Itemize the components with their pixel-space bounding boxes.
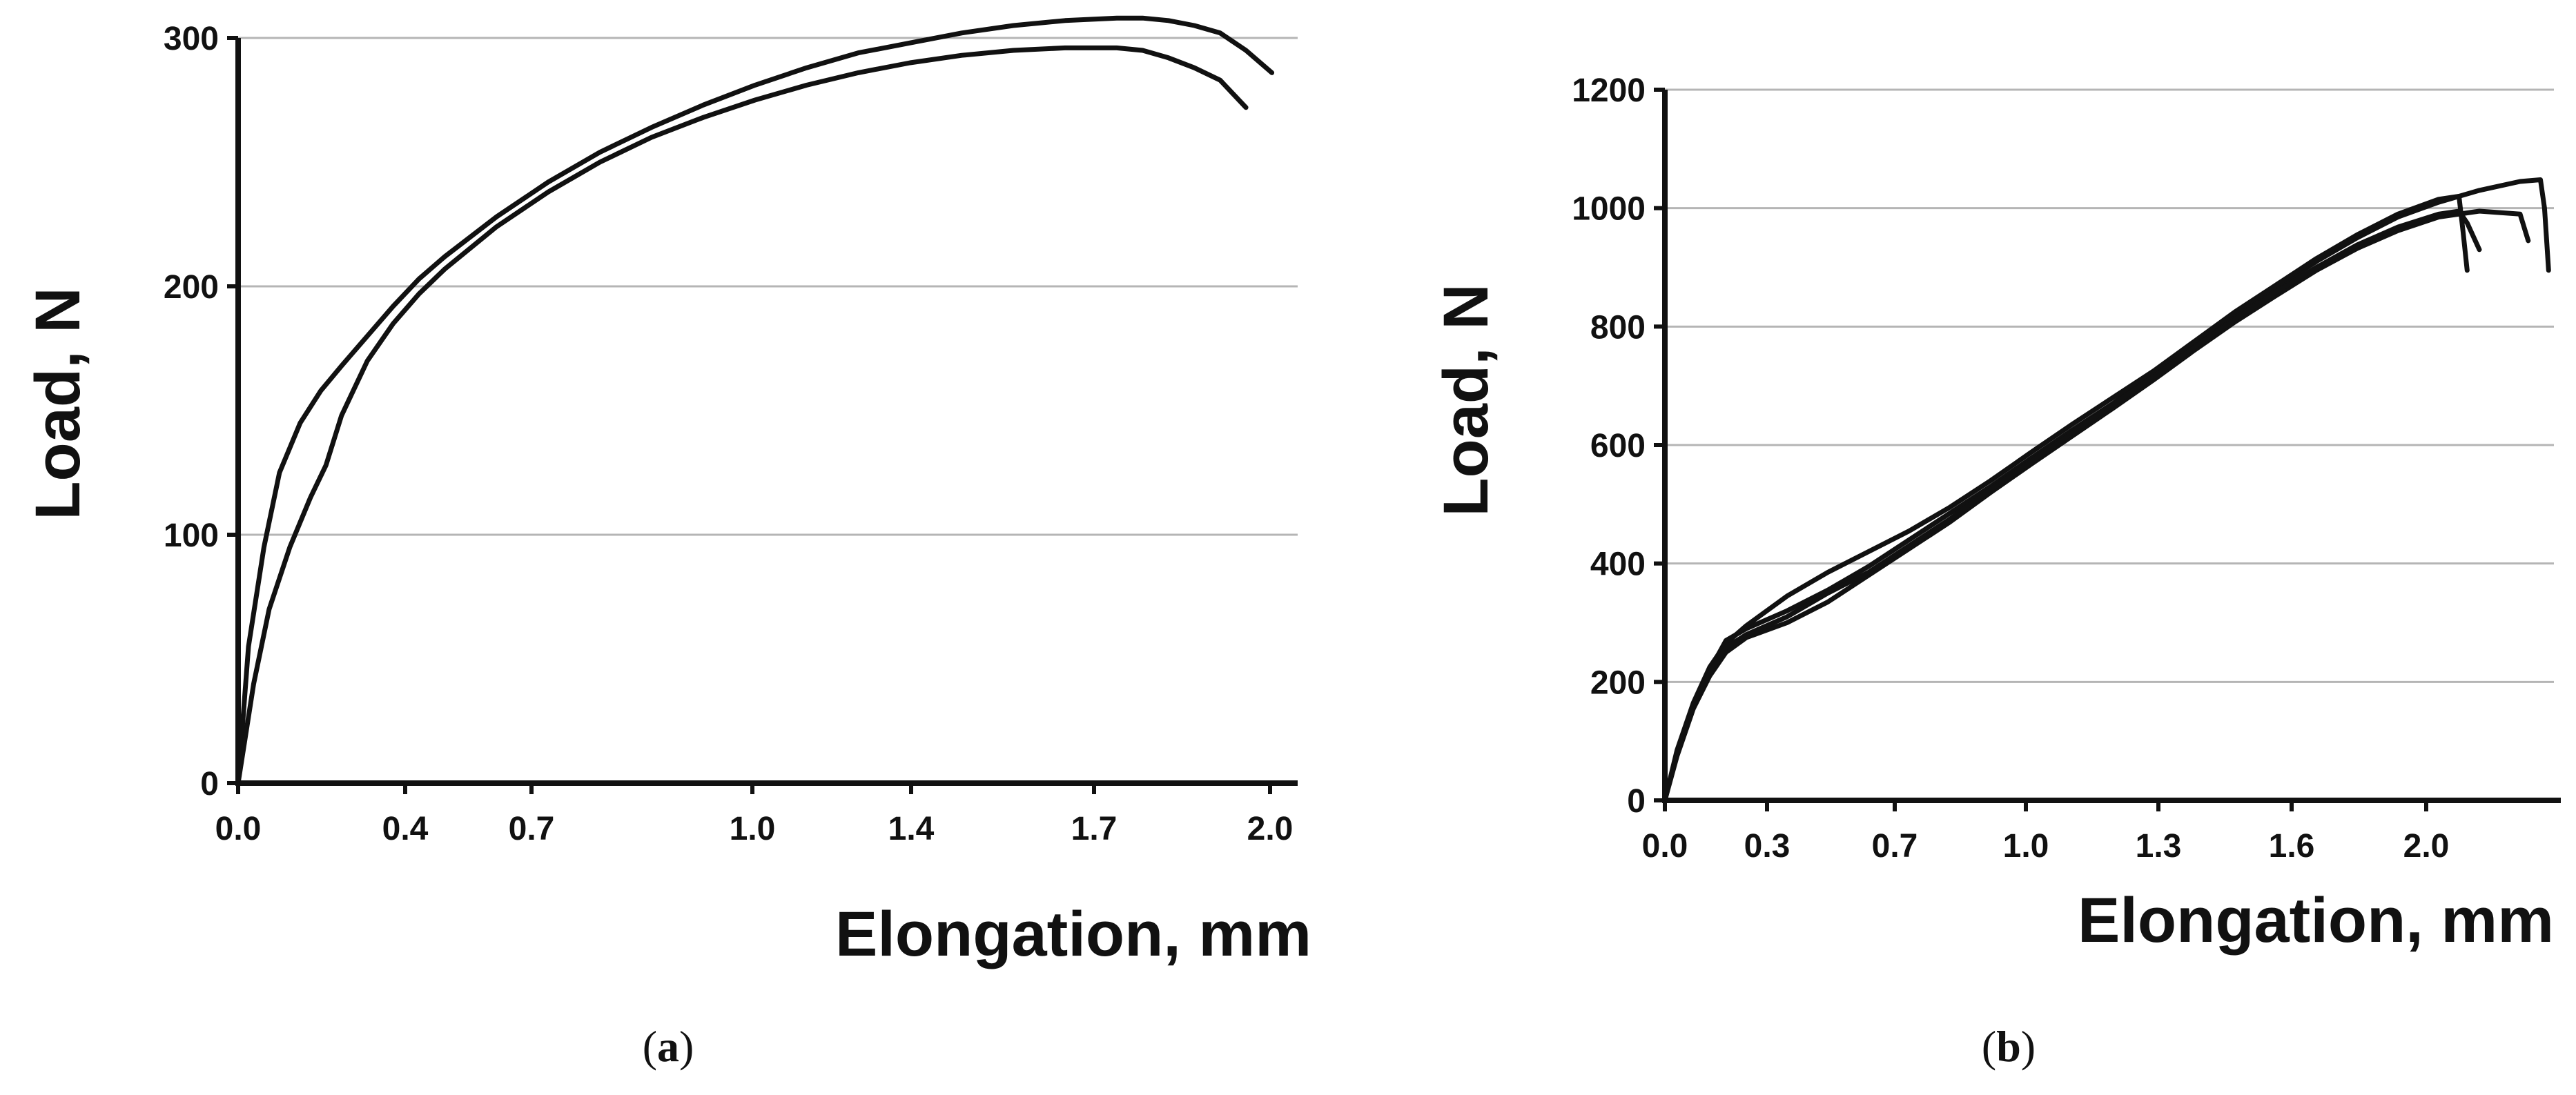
panel-b-x-axis-title: Elongation, mm (2078, 885, 2554, 956)
y-tick-label: 400 (1590, 546, 1646, 583)
x-tick-label: 2.0 (1247, 811, 1294, 847)
series-line-2 (235, 45, 1249, 786)
panel-b-y-axis-title: Load, N (1431, 284, 1501, 516)
x-tick-label: 2.0 (2403, 828, 2450, 865)
panel-a-x-axis-title: Elongation, mm (835, 899, 1311, 969)
panel-a-axes (227, 36, 1298, 794)
y-tick-label: 1200 (1572, 72, 1646, 109)
panel-b-series (1662, 177, 2551, 803)
panel-a-series (235, 15, 1275, 786)
panel-b-chart: 0 200 400 600 800 1000 1200 0.0 0.3 0.7 1.0 1.3 1.6 2… (1431, 72, 2561, 1071)
y-tick-label: 300 (164, 21, 219, 57)
x-tick-label: 0.7 (509, 811, 555, 847)
x-tick-label: 1.0 (730, 811, 776, 847)
y-tick-label: 1000 (1572, 191, 1646, 228)
panel-b-caption: (b) (1982, 1022, 2036, 1071)
y-tick-label: 0 (1627, 783, 1646, 820)
series-line-4 (1662, 208, 2482, 803)
x-tick-label: 0.0 (1642, 828, 1688, 865)
series-line-1 (235, 15, 1275, 786)
panel-a-y-axis-title: Load, N (23, 287, 93, 520)
x-tick-label: 0.4 (382, 811, 429, 847)
y-tick-label: 200 (164, 269, 219, 306)
panel-b-axes (1654, 88, 2561, 811)
x-tick-label: 0.7 (1872, 828, 1918, 865)
y-tick-label: 200 (1590, 664, 1646, 701)
panel-b-caption-letter: b (1996, 1022, 2021, 1071)
x-tick-label: 1.4 (888, 811, 935, 847)
series-line-2 (1662, 194, 2470, 803)
panel-a-caption-letter: a (657, 1022, 679, 1071)
x-tick-label: 1.0 (2003, 828, 2049, 865)
x-tick-label: 1.3 (2136, 828, 2182, 865)
y-tick-label: 0 (200, 766, 219, 802)
panel-b-tick-labels: 0 200 400 600 800 1000 1200 0.0 0.3 0.7 1.0 1.3 1.6 2… (1572, 72, 2449, 865)
x-tick-label: 1.7 (1071, 811, 1118, 847)
y-tick-label: 800 (1590, 309, 1646, 346)
panel-a-caption: (a) (643, 1022, 694, 1071)
panel-a-chart: 0 100 200 300 0.0 0.4 0.7 1.0 1.4 1.7 2.0 Elongati… (23, 15, 1311, 1071)
panel-a-tick-labels: 0 100 200 300 0.0 0.4 0.7 1.0 1.4 1.7 2.0 (164, 21, 1293, 847)
x-tick-label: 0.0 (215, 811, 262, 847)
y-tick-label: 100 (164, 517, 219, 554)
y-tick-label: 600 (1590, 428, 1646, 464)
x-tick-label: 1.6 (2269, 828, 2315, 865)
panel-b-gridlines (1665, 88, 2554, 683)
x-tick-label: 0.3 (1744, 828, 1790, 865)
